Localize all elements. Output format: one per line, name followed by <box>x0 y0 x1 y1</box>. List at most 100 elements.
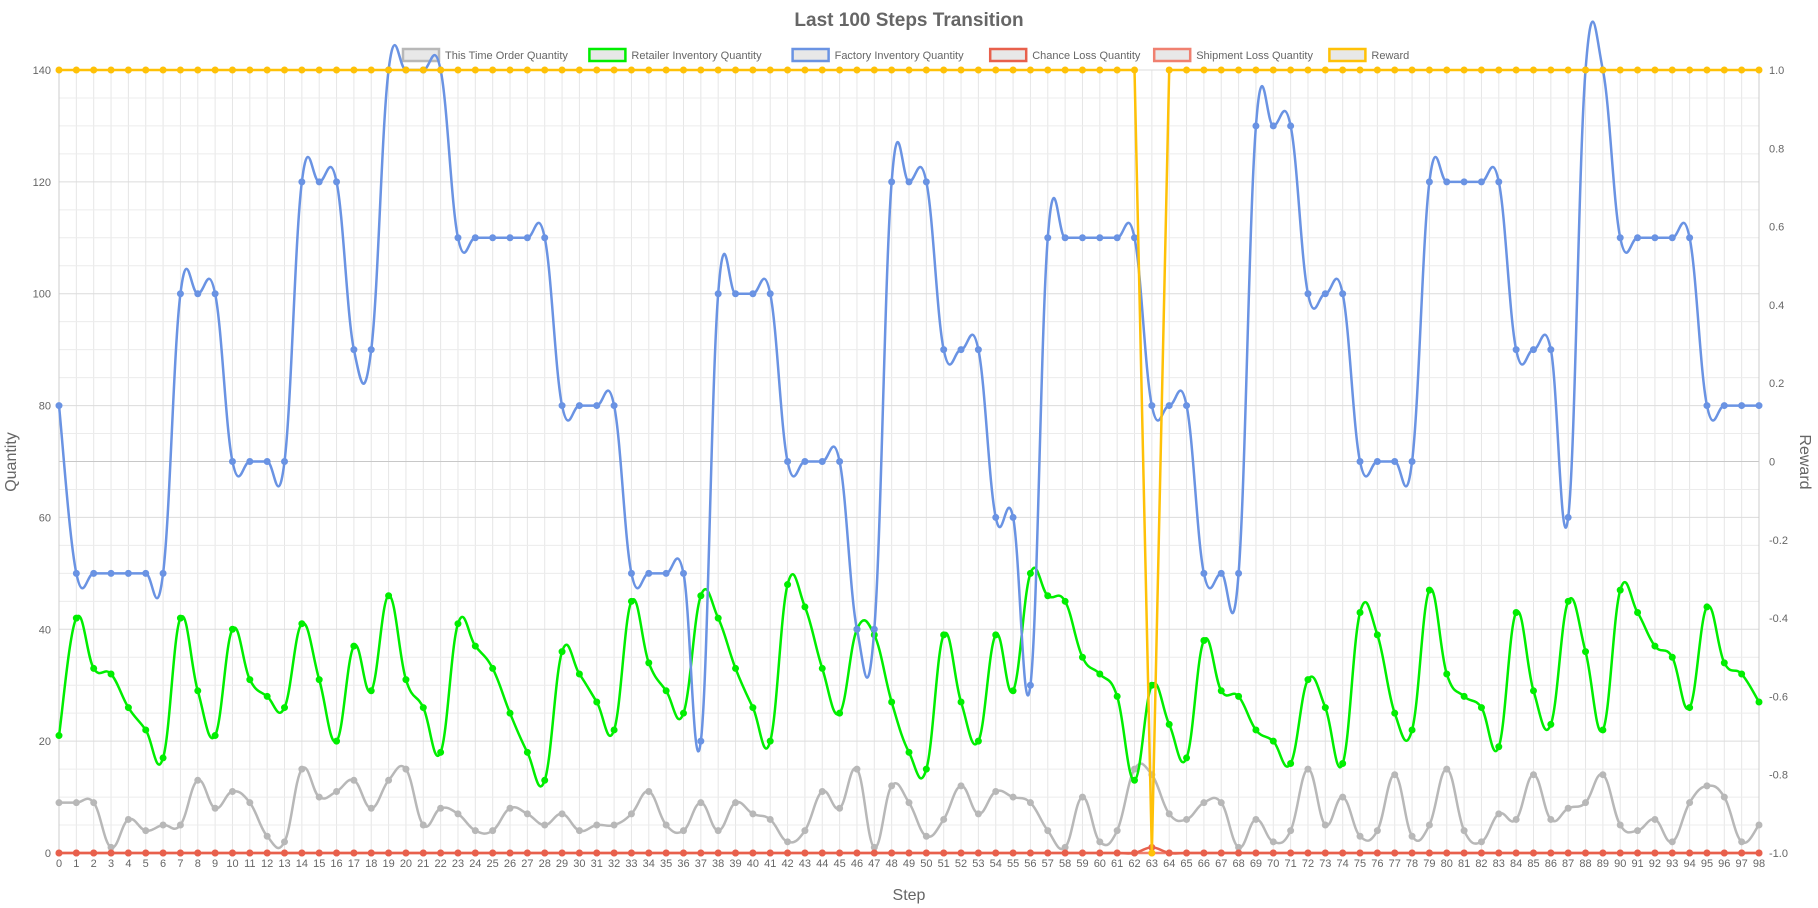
data-point <box>1408 458 1416 465</box>
data-point <box>801 603 809 611</box>
data-point <box>55 402 63 410</box>
x-tick-label: 65 <box>1180 858 1192 870</box>
data-point <box>228 787 236 795</box>
y-left-tick-label: 0 <box>45 848 51 860</box>
data-point <box>1096 670 1104 678</box>
data-point <box>1547 849 1555 857</box>
data-point <box>506 234 514 242</box>
data-point <box>1148 849 1156 857</box>
data-point <box>1477 178 1485 186</box>
data-point <box>974 66 982 74</box>
data-point <box>1026 66 1034 74</box>
data-point <box>1287 827 1295 835</box>
x-tick-label: 55 <box>1007 858 1019 870</box>
data-point <box>402 676 410 684</box>
data-point <box>1183 815 1191 823</box>
data-point <box>1686 849 1694 857</box>
data-point <box>1391 849 1399 857</box>
data-point <box>957 66 965 74</box>
data-point <box>992 66 1000 74</box>
data-point <box>610 821 618 829</box>
data-point <box>211 66 219 74</box>
y-axis-right-title: Reward <box>1796 434 1813 489</box>
data-point <box>1425 821 1433 829</box>
data-point <box>72 614 80 622</box>
data-point <box>1113 849 1121 857</box>
data-point <box>1009 793 1017 801</box>
data-point <box>1634 827 1642 835</box>
x-tick-label: 84 <box>1510 858 1522 870</box>
data-point <box>1529 849 1537 857</box>
y-left-tick-label: 60 <box>39 512 51 524</box>
data-point <box>1339 793 1347 801</box>
x-tick-label: 44 <box>816 858 828 870</box>
data-point <box>1287 66 1295 74</box>
x-tick-label: 1 <box>73 858 79 870</box>
data-point <box>1200 66 1208 74</box>
y-right-tick-label: 0 <box>1769 457 1775 469</box>
data-point <box>1686 234 1694 242</box>
data-point <box>506 804 514 812</box>
data-point <box>385 592 393 600</box>
data-point <box>263 832 271 840</box>
data-point <box>662 849 670 857</box>
data-point <box>489 849 497 857</box>
data-point <box>1738 670 1746 678</box>
chart-title: Last 100 Steps Transition <box>794 10 1023 31</box>
data-point <box>784 838 792 846</box>
data-point <box>662 569 670 577</box>
data-point <box>437 748 445 756</box>
data-point <box>1113 827 1121 835</box>
x-tick-label: 98 <box>1753 858 1765 870</box>
data-point <box>367 849 375 857</box>
data-point <box>367 804 375 812</box>
data-point <box>1408 849 1416 857</box>
data-point <box>1564 804 1572 812</box>
data-point <box>246 66 254 74</box>
x-tick-label: 13 <box>278 858 290 870</box>
data-point <box>662 66 670 74</box>
data-point <box>298 178 306 186</box>
data-point <box>350 776 358 784</box>
data-point <box>1634 234 1642 242</box>
data-point <box>818 458 826 465</box>
data-point <box>523 66 531 74</box>
data-point <box>992 787 1000 795</box>
x-tick-label: 35 <box>660 858 672 870</box>
data-point <box>142 726 150 734</box>
data-point <box>801 66 809 74</box>
legend-label: Shipment Loss Quantity <box>1196 50 1313 62</box>
data-point <box>1131 776 1139 784</box>
y-right-tick-label: 0.6 <box>1769 222 1784 234</box>
data-point <box>801 827 809 835</box>
data-point <box>1183 754 1191 762</box>
data-point <box>176 849 184 857</box>
data-point <box>662 687 670 695</box>
data-point <box>1529 66 1537 74</box>
data-point <box>1269 737 1277 745</box>
data-point <box>940 66 948 74</box>
x-tick-label: 54 <box>990 858 1002 870</box>
data-point <box>211 804 219 812</box>
data-point <box>558 648 566 656</box>
data-point <box>454 234 462 242</box>
data-point <box>1356 458 1364 465</box>
data-point <box>1356 849 1364 857</box>
data-point <box>888 782 896 790</box>
data-point <box>1373 458 1381 465</box>
data-point <box>1165 810 1173 818</box>
data-point <box>1599 726 1607 734</box>
data-point <box>176 821 184 829</box>
data-point <box>159 569 167 577</box>
x-tick-label: 95 <box>1701 858 1713 870</box>
data-point <box>541 234 549 242</box>
data-point <box>610 726 618 734</box>
data-point <box>1061 849 1069 857</box>
data-point <box>1096 838 1104 846</box>
x-tick-label: 41 <box>764 858 776 870</box>
data-point <box>55 849 63 857</box>
data-point <box>246 458 254 465</box>
data-point <box>1599 66 1607 74</box>
data-point <box>107 670 115 678</box>
data-point <box>1131 849 1139 857</box>
